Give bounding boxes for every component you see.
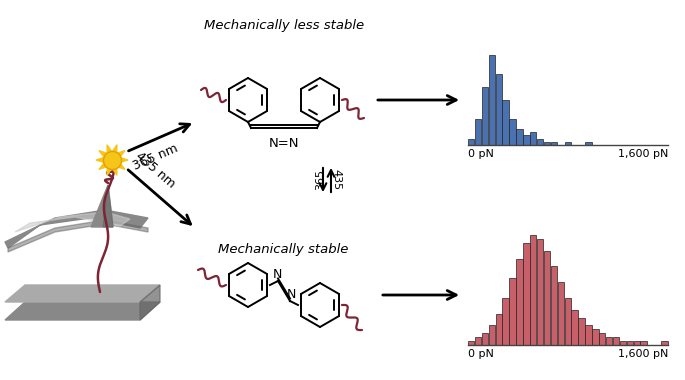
Bar <box>475 337 482 345</box>
Bar <box>620 341 626 345</box>
Bar <box>503 100 509 145</box>
Bar <box>613 337 619 345</box>
Bar <box>523 135 530 145</box>
Polygon shape <box>96 145 128 175</box>
Bar <box>468 139 475 145</box>
Bar <box>558 282 564 345</box>
Polygon shape <box>5 285 160 302</box>
Text: 0 pN: 0 pN <box>468 149 494 159</box>
Bar <box>516 258 523 345</box>
Text: N: N <box>286 288 296 301</box>
Bar <box>516 129 523 145</box>
Bar <box>544 142 550 145</box>
Text: Mechanically stable: Mechanically stable <box>218 244 348 256</box>
Bar <box>495 74 502 145</box>
Polygon shape <box>140 285 160 320</box>
Bar <box>627 341 633 345</box>
Bar <box>482 87 488 145</box>
Text: 0 pN: 0 pN <box>468 349 494 359</box>
Bar <box>537 139 543 145</box>
Bar <box>530 235 536 345</box>
Text: 365 nm: 365 nm <box>131 142 180 173</box>
Bar <box>661 341 667 345</box>
Bar <box>585 142 592 145</box>
Bar <box>503 298 509 345</box>
Bar <box>468 341 475 345</box>
Bar <box>551 142 557 145</box>
Bar <box>634 341 640 345</box>
Bar <box>537 239 543 345</box>
Text: N=N: N=N <box>269 137 299 150</box>
Bar <box>530 132 536 145</box>
Polygon shape <box>5 302 160 320</box>
Bar <box>523 243 530 345</box>
Bar <box>564 142 571 145</box>
Bar <box>488 325 495 345</box>
Bar <box>488 55 495 145</box>
Text: N: N <box>273 268 282 280</box>
Bar <box>599 333 606 345</box>
Text: 435: 435 <box>331 169 341 190</box>
Bar <box>585 325 592 345</box>
Polygon shape <box>5 210 148 248</box>
Bar <box>592 329 599 345</box>
Bar <box>564 298 571 345</box>
Polygon shape <box>15 212 130 232</box>
Bar <box>571 310 578 345</box>
Bar <box>510 278 516 345</box>
Text: Mechanically less stable: Mechanically less stable <box>204 19 364 32</box>
Bar <box>544 251 550 345</box>
Polygon shape <box>103 185 113 227</box>
Bar <box>606 337 612 345</box>
Text: 365: 365 <box>315 169 325 190</box>
Bar <box>482 333 488 345</box>
Text: 1,600 pN: 1,600 pN <box>618 349 668 359</box>
Bar <box>495 314 502 345</box>
Bar <box>475 119 482 145</box>
Bar <box>578 318 585 345</box>
Bar <box>551 266 557 345</box>
Text: 1,600 pN: 1,600 pN <box>618 149 668 159</box>
Bar <box>510 119 516 145</box>
Text: 435 nm: 435 nm <box>133 150 178 191</box>
Polygon shape <box>8 220 148 252</box>
Polygon shape <box>91 185 113 227</box>
Bar <box>640 341 647 345</box>
